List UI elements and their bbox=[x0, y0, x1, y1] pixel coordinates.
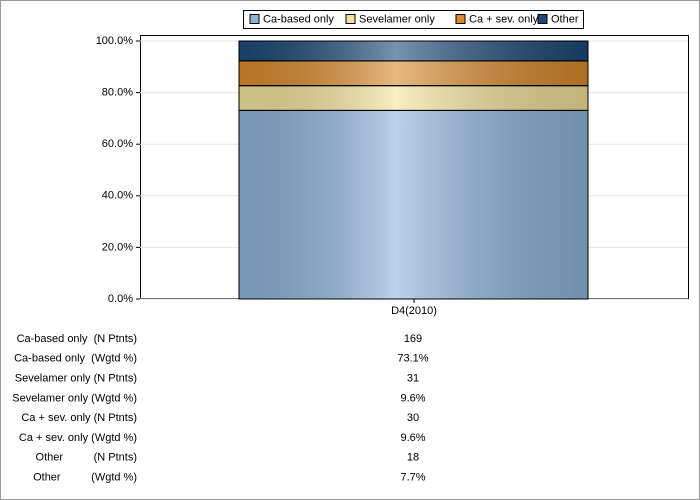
y-tick-label: 60.0% bbox=[102, 138, 133, 150]
row-value: 31 bbox=[407, 373, 419, 385]
x-tick-label: D4(2010) bbox=[391, 305, 437, 317]
y-tick-label: 20.0% bbox=[102, 241, 133, 253]
bar-sheen bbox=[238, 109, 589, 300]
legend-label: Ca-based only bbox=[263, 13, 334, 25]
row-value: 73.1% bbox=[397, 353, 428, 365]
y-tick-label: 100.0% bbox=[96, 35, 134, 47]
row-value: 18 bbox=[407, 452, 419, 464]
row-label: Other (N Ptnts) bbox=[36, 452, 137, 464]
row-label: Other (Wgtd %) bbox=[33, 472, 137, 484]
bar-sheen bbox=[238, 40, 589, 62]
bar-sheen bbox=[238, 85, 589, 111]
row-value: 30 bbox=[407, 412, 419, 424]
row-label: Sevelamer only (Wgtd %) bbox=[12, 392, 137, 404]
row-label: Sevelamer only (N Ptnts) bbox=[15, 373, 137, 385]
row-label: Ca-based only (Wgtd %) bbox=[14, 353, 137, 365]
legend-swatch bbox=[249, 14, 260, 24]
y-tick-label: 80.0% bbox=[102, 87, 133, 99]
row-label: Ca + sev. only (Wgtd %) bbox=[19, 432, 137, 444]
row-value: 9.6% bbox=[400, 392, 425, 404]
y-tick-label: 40.0% bbox=[102, 190, 133, 202]
row-value: 169 bbox=[404, 333, 422, 345]
legend-label: Sevelamer only bbox=[359, 13, 435, 25]
bar-sheen bbox=[238, 60, 589, 87]
legend-swatch bbox=[345, 14, 356, 24]
row-value: 7.7% bbox=[400, 472, 425, 484]
y-tick-label: 0.0% bbox=[108, 293, 133, 305]
legend-swatch bbox=[537, 14, 548, 24]
legend-label: Other bbox=[551, 13, 579, 25]
legend-label: Ca + sev. only bbox=[469, 13, 539, 25]
legend bbox=[243, 10, 584, 29]
row-value: 9.6% bbox=[400, 432, 425, 444]
legend-swatch bbox=[455, 14, 466, 24]
row-label: Ca + sev. only (N Ptnts) bbox=[21, 412, 137, 424]
row-label: Ca-based only (N Ptnts) bbox=[17, 333, 137, 345]
